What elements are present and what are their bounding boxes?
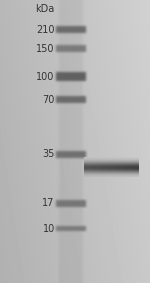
- Text: 35: 35: [42, 149, 55, 159]
- Text: 70: 70: [42, 95, 55, 105]
- Text: 150: 150: [36, 44, 55, 54]
- Text: 17: 17: [42, 198, 55, 208]
- Text: 100: 100: [36, 72, 55, 82]
- Text: 210: 210: [36, 25, 55, 35]
- Text: 10: 10: [42, 224, 55, 234]
- Text: kDa: kDa: [36, 4, 55, 14]
